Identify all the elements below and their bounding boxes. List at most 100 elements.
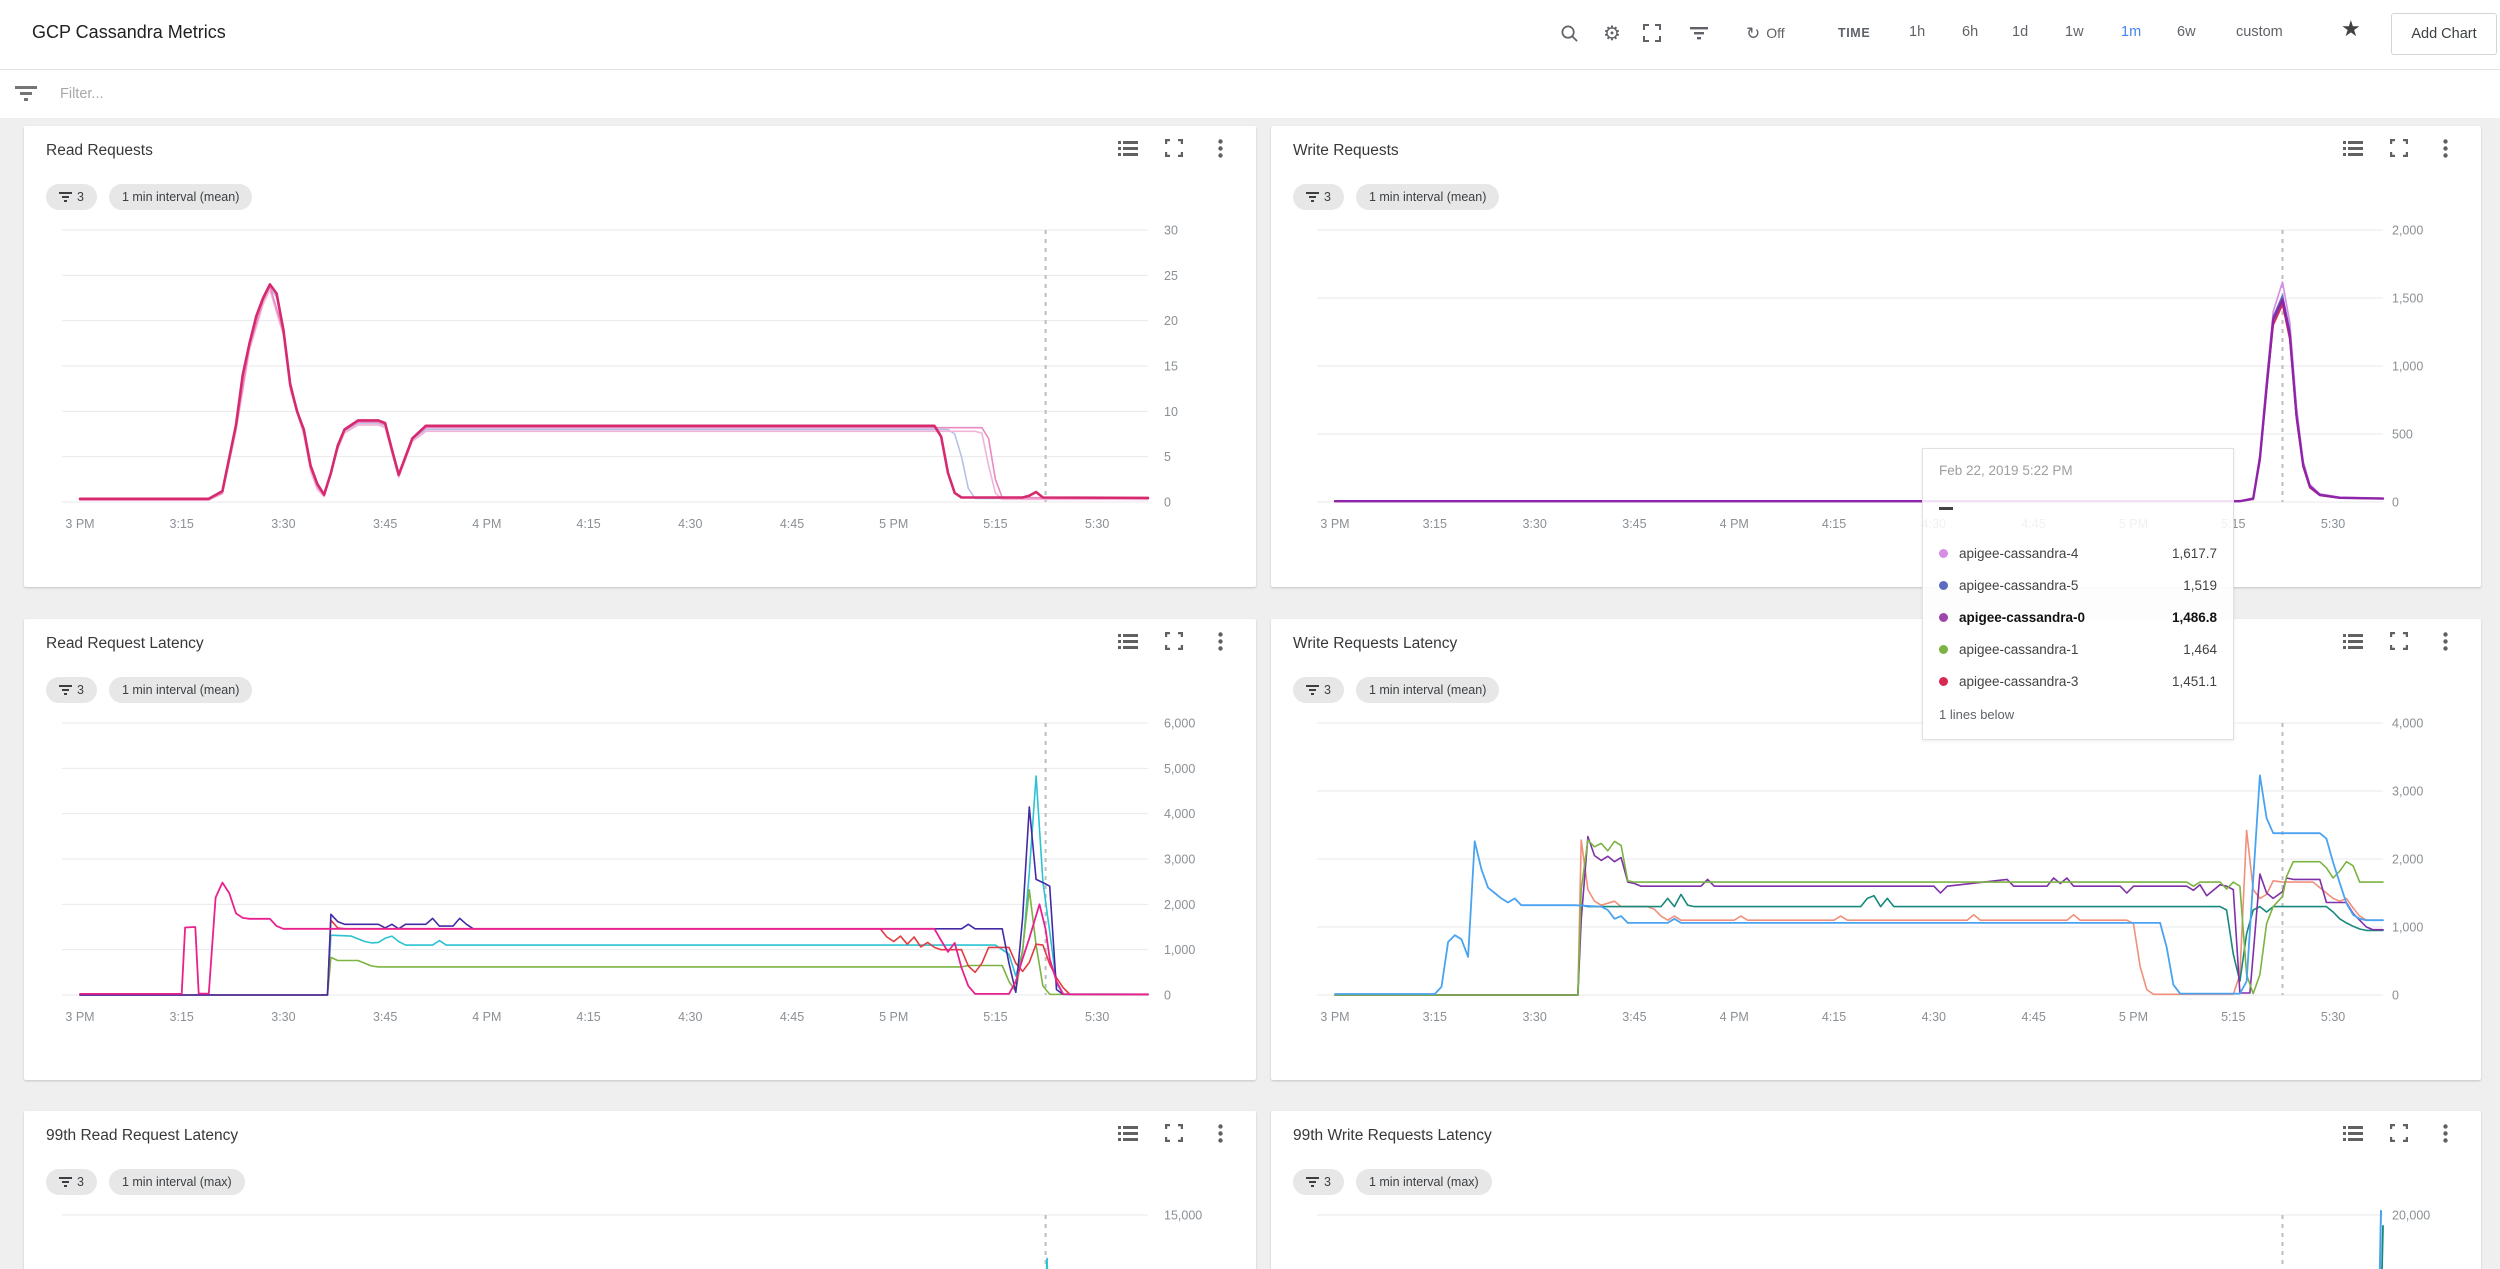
chart-plot-area[interactable]: 0 1,000 2,000 3,000 4,000 5,000 6,000 3 PM 3:15 3… xyxy=(24,715,1256,1037)
legend-list-icon[interactable] xyxy=(2343,1123,2363,1143)
series-color-dot xyxy=(1939,676,1948,686)
auto-refresh-toggle[interactable]: ↻ Off xyxy=(1746,20,1785,46)
chip-filter-icon xyxy=(1306,1177,1319,1187)
chart-plot-area[interactable]: 0 1,000 2,000 3,000 4,000 3 PM 3:15 3:30 3:45 4 P… xyxy=(1271,715,2481,1037)
filter-count-chip[interactable]: 3 xyxy=(1293,184,1344,210)
x-axis-label: 3:30 xyxy=(1522,517,1546,531)
tooltip-cursor-dash xyxy=(1939,507,1953,510)
more-menu-icon[interactable] xyxy=(2435,1123,2455,1143)
filter-count-chip[interactable]: 3 xyxy=(46,677,97,703)
expand-chart-icon[interactable] xyxy=(2389,631,2409,651)
series-name: apigee-cassandra-3 xyxy=(1959,673,2079,689)
x-axis-label: 3:15 xyxy=(1423,517,1447,531)
range-6w[interactable]: 6w xyxy=(2177,24,2196,40)
chart-canvas-read-request-latency: 0 1,000 2,000 3,000 4,000 5,000 6,000 3 PM 3:15 3… xyxy=(62,717,1195,1024)
tooltip-series-row: apigee-cassandra-0 1,486.8 xyxy=(1923,601,2233,633)
legend-list-icon[interactable] xyxy=(2343,138,2363,158)
chart-title: Read Requests xyxy=(46,142,153,159)
chart-canvas-read-requests: 0 5 10 15 20 25 30 3 PM 3:15 3:30 3:45 4 PM 4:15 4:30… xyxy=(62,224,1178,531)
series-value: 1,617.7 xyxy=(2171,545,2217,561)
series-color-dot xyxy=(1939,644,1948,654)
expand-chart-icon[interactable] xyxy=(2389,138,2409,158)
filter-count-chip[interactable]: 3 xyxy=(46,1169,97,1195)
series-wlat-teal xyxy=(1334,893,2384,996)
series-wlat-green xyxy=(1334,839,2384,996)
series-color-dot xyxy=(1939,580,1948,590)
favorite-star-icon[interactable]: ★ xyxy=(2341,16,2361,41)
range-1h[interactable]: 1h xyxy=(1909,24,1926,40)
range-custom[interactable]: custom xyxy=(2236,24,2283,40)
interval-chip[interactable]: 1 min interval (max) xyxy=(1355,1169,1492,1195)
chip-filter-icon xyxy=(1306,192,1319,202)
chart-card-actions xyxy=(1118,631,1230,651)
y-axis-label: 4,000 xyxy=(2392,717,2423,731)
y-axis-label: 20 xyxy=(1164,314,1178,328)
x-axis-label: 3:15 xyxy=(170,1010,194,1024)
series-color-dot xyxy=(1939,612,1948,622)
filter-input[interactable] xyxy=(60,78,1260,110)
expand-chart-icon[interactable] xyxy=(1164,138,1184,158)
y-axis-label: 5 xyxy=(1164,450,1171,464)
y-axis-label: 10 xyxy=(1164,405,1178,419)
tooltip-timestamp: Feb 22, 2019 5:22 PM xyxy=(1939,463,2073,478)
series-name: apigee-cassandra-0 xyxy=(1959,609,2086,625)
interval-chip[interactable]: 1 min interval (max) xyxy=(108,1169,245,1195)
chip-filter-count: 3 xyxy=(77,683,84,697)
filter-list-icon[interactable] xyxy=(14,83,38,107)
x-axis-label: 3:15 xyxy=(170,517,194,531)
x-axis-label: 4:30 xyxy=(1922,1010,1946,1024)
x-axis-label: 5:30 xyxy=(1085,517,1109,531)
more-menu-icon[interactable] xyxy=(1210,631,1230,651)
y-axis-label: 500 xyxy=(2392,428,2413,442)
interval-chip[interactable]: 1 min interval (mean) xyxy=(1355,184,1500,210)
range-1m-active[interactable]: 1m xyxy=(2121,24,2142,40)
legend-list-icon[interactable] xyxy=(1118,138,1138,158)
legend-list-icon[interactable] xyxy=(1118,1123,1138,1143)
filter-bar xyxy=(0,70,2500,118)
add-chart-button[interactable]: Add Chart xyxy=(2391,13,2497,55)
interval-chip[interactable]: 1 min interval (mean) xyxy=(1355,677,1500,703)
chart-plot-area[interactable]: 0 500 1,000 1,500 2,000 3 PM 3:15 3:30 3:45 4 PM 4… xyxy=(1271,222,2481,544)
more-menu-icon[interactable] xyxy=(1210,1123,1230,1143)
more-menu-icon[interactable] xyxy=(2435,138,2455,158)
more-menu-icon[interactable] xyxy=(2435,631,2455,651)
expand-chart-icon[interactable] xyxy=(1164,1123,1184,1143)
interval-chip[interactable]: 1 min interval (mean) xyxy=(108,677,253,703)
filter-count-chip[interactable]: 3 xyxy=(1293,1169,1344,1195)
filter-count-chip[interactable]: 3 xyxy=(1293,677,1344,703)
gear-icon[interactable]: ⚙ xyxy=(1603,22,1621,45)
range-1d[interactable]: 1d xyxy=(2012,24,2029,40)
x-axis-label: 3 PM xyxy=(65,517,94,531)
expand-chart-icon[interactable] xyxy=(2389,1123,2409,1143)
x-axis-label: 3:45 xyxy=(1622,1010,1646,1024)
interval-chip[interactable]: 1 min interval (mean) xyxy=(108,184,253,210)
x-axis-label: 4 PM xyxy=(1720,517,1749,531)
chart-plot-area[interactable]: 0 5 10 15 20 25 30 3 PM 3:15 3:30 3:45 4 PM 4:15 4:30… xyxy=(24,222,1256,544)
x-axis-label: 3:15 xyxy=(1423,1010,1447,1024)
search-icon[interactable] xyxy=(1556,20,1582,46)
x-axis-label: 5:30 xyxy=(2321,517,2345,531)
x-axis-label: 4:45 xyxy=(780,517,804,531)
chart-card-write-requests-latency: Write Requests Latency 3 1 min interval … xyxy=(1271,619,2481,1080)
filter-icon[interactable] xyxy=(1686,20,1712,46)
series-w99-lightblue xyxy=(2378,1209,2382,1269)
legend-list-icon[interactable] xyxy=(2343,631,2363,651)
y-axis-label: 5,000 xyxy=(1164,762,1195,776)
more-menu-icon[interactable] xyxy=(1210,138,1230,158)
x-axis-label: 4:15 xyxy=(576,517,600,531)
legend-list-icon[interactable] xyxy=(1118,631,1138,651)
range-1w[interactable]: 1w xyxy=(2065,24,2084,40)
filter-count-chip[interactable]: 3 xyxy=(46,184,97,210)
chip-filter-count: 3 xyxy=(1324,190,1331,204)
range-6h[interactable]: 6h xyxy=(1962,24,1979,40)
x-axis-label: 5 PM xyxy=(2119,1010,2148,1024)
fullscreen-icon[interactable] xyxy=(1639,20,1665,46)
y-axis-label: 30 xyxy=(1164,224,1178,238)
x-axis-label: 4:15 xyxy=(576,1010,600,1024)
expand-chart-icon[interactable] xyxy=(1164,631,1184,651)
y-axis-label: 2,000 xyxy=(1164,898,1195,912)
chip-row: 3 1 min interval (max) xyxy=(1293,1169,1492,1195)
